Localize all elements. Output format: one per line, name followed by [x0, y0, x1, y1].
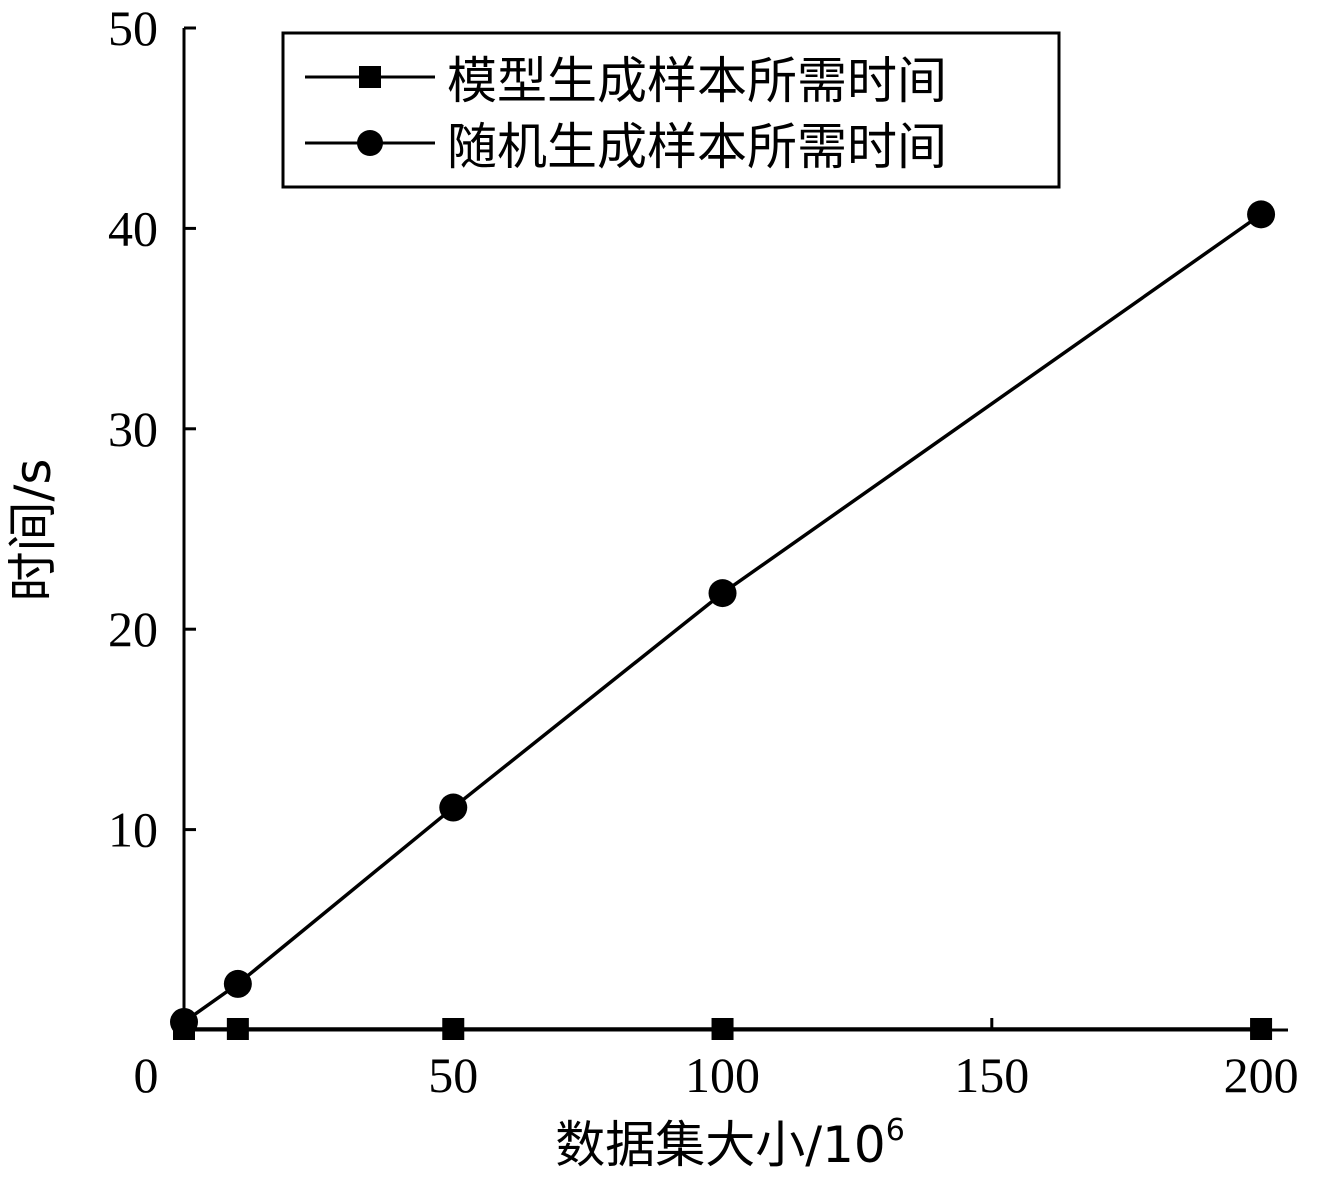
y-tick-label: 10	[108, 802, 158, 858]
data-point-circle	[708, 579, 737, 608]
data-point-square	[711, 1017, 734, 1040]
series-1	[173, 1017, 1273, 1040]
legend: 模型生成样本所需时间 随机生成样本所需时间	[281, 31, 1061, 189]
data-point-square	[1250, 1017, 1273, 1040]
x-tick-label: 50	[428, 1047, 478, 1103]
y-tick-label: 50	[108, 0, 158, 56]
x-axis-title-superscript: 6	[886, 1113, 905, 1148]
legend-box	[281, 31, 1061, 189]
y-ticks: 10 20 30 40 50	[108, 0, 196, 858]
x-tick-label: 200	[1224, 1047, 1299, 1103]
x-axis-title-text: 数据集大小/10	[555, 1116, 885, 1174]
legend-marker-circle	[357, 130, 383, 156]
legend-marker-square	[359, 66, 381, 88]
y-axis-title: 时间/s	[4, 459, 62, 602]
data-point-square	[226, 1017, 249, 1040]
data-point-circle	[223, 969, 252, 998]
data-point-circle	[1247, 200, 1276, 229]
y-tick-label: 20	[108, 601, 158, 657]
series-line	[182, 212, 1263, 1024]
x-axis-title: 数据集大小/106	[555, 1113, 905, 1174]
series-layer	[170, 200, 1276, 1040]
y-tick-label: 40	[108, 200, 158, 256]
x-tick-label: 0	[134, 1047, 159, 1103]
data-point-square	[442, 1017, 465, 1040]
data-point-circle	[439, 793, 468, 822]
x-ticks: 0 50 100 150 200	[134, 1018, 1299, 1103]
data-point-circle	[170, 1007, 198, 1036]
x-tick-label: 150	[954, 1047, 1029, 1103]
legend-label-model: 模型生成样本所需时间	[447, 52, 947, 110]
x-tick-label: 100	[685, 1047, 760, 1103]
legend-label-random: 随机生成样本所需时间	[447, 118, 947, 176]
series-2	[170, 200, 1276, 1036]
y-tick-label: 30	[108, 401, 158, 457]
